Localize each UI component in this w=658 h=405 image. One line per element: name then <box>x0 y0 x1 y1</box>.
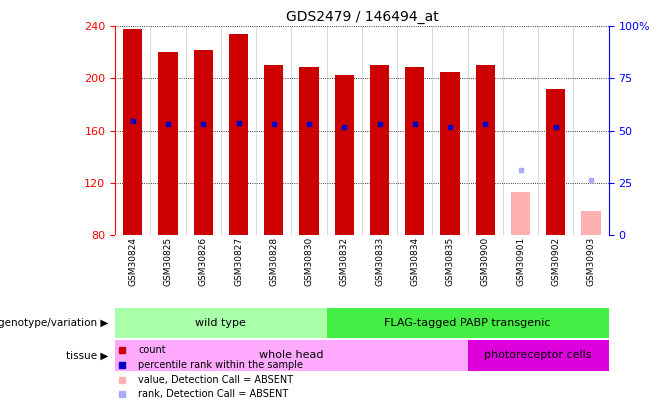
Bar <box>115 340 468 371</box>
Bar <box>264 66 284 235</box>
Text: count: count <box>138 345 166 355</box>
Text: rank, Detection Call = ABSENT: rank, Detection Call = ABSENT <box>138 389 288 399</box>
Text: GSM30834: GSM30834 <box>411 237 419 286</box>
Text: GSM30901: GSM30901 <box>516 237 525 286</box>
Bar <box>159 52 178 235</box>
Bar <box>476 66 495 235</box>
Text: GSM30902: GSM30902 <box>551 237 560 286</box>
Text: GSM30828: GSM30828 <box>269 237 278 286</box>
Bar <box>468 340 609 371</box>
Bar <box>581 211 601 235</box>
Text: whole head: whole head <box>259 350 324 360</box>
Text: wild type: wild type <box>195 318 246 328</box>
Text: GSM30833: GSM30833 <box>375 237 384 286</box>
Bar <box>193 50 213 235</box>
Text: GSM30900: GSM30900 <box>481 237 490 286</box>
Text: GSM30826: GSM30826 <box>199 237 208 286</box>
Text: GSM30903: GSM30903 <box>586 237 595 286</box>
Bar <box>299 67 318 235</box>
Text: GSM30825: GSM30825 <box>164 237 172 286</box>
Text: FLAG-tagged PABP transgenic: FLAG-tagged PABP transgenic <box>384 318 551 328</box>
Text: GSM30830: GSM30830 <box>305 237 313 286</box>
Text: GSM30824: GSM30824 <box>128 237 138 286</box>
Bar <box>370 66 390 235</box>
Text: value, Detection Call = ABSENT: value, Detection Call = ABSENT <box>138 375 293 385</box>
Text: genotype/variation ▶: genotype/variation ▶ <box>0 318 109 328</box>
Text: GSM30832: GSM30832 <box>340 237 349 286</box>
Bar <box>440 72 460 235</box>
Bar <box>405 67 424 235</box>
Title: GDS2479 / 146494_at: GDS2479 / 146494_at <box>286 10 438 24</box>
Text: percentile rank within the sample: percentile rank within the sample <box>138 360 303 370</box>
Text: GSM30827: GSM30827 <box>234 237 243 286</box>
Bar <box>546 89 565 235</box>
Bar <box>511 192 530 235</box>
Text: photoreceptor cells: photoreceptor cells <box>484 350 592 360</box>
Bar <box>123 29 143 235</box>
Bar <box>326 308 609 338</box>
Bar <box>115 308 326 338</box>
Text: GSM30835: GSM30835 <box>445 237 455 286</box>
Text: tissue ▶: tissue ▶ <box>66 350 109 360</box>
Bar <box>334 75 354 235</box>
Bar <box>229 34 248 235</box>
